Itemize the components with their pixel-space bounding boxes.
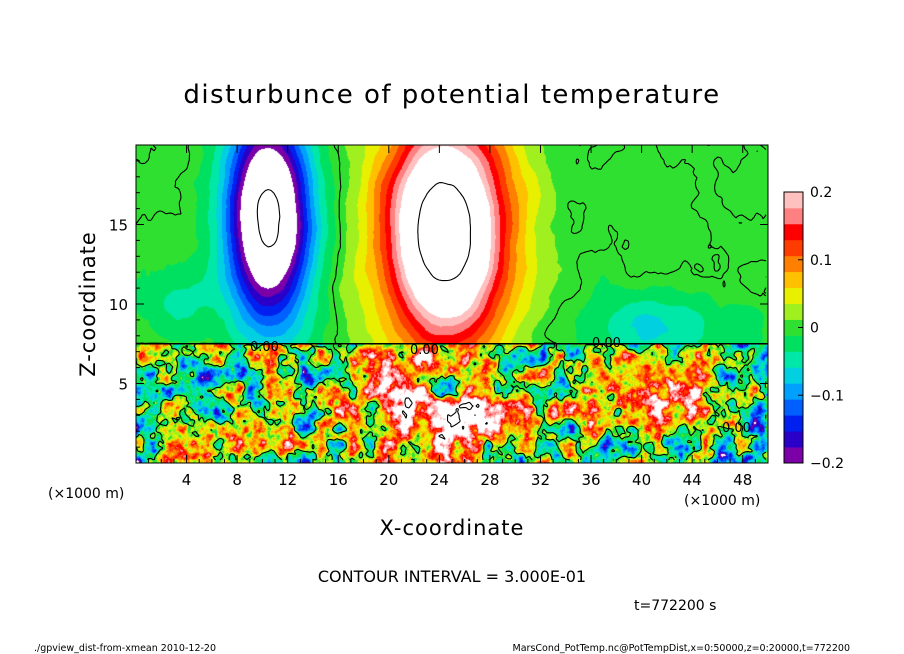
y-axis-label: Z-coordinate: [76, 231, 100, 377]
colorbar-swatch: [784, 271, 803, 289]
heatmap-field: [136, 145, 768, 463]
colorbar-swatch: [784, 447, 803, 464]
contour-labels: 0.00 0.00 0.00 0.00: [250, 336, 751, 436]
contour-label: 0.00: [592, 336, 621, 351]
x-tick-label: 16: [329, 471, 348, 489]
y-axis: 5 10 15: [109, 160, 768, 448]
x-axis-unit-left: (×1000 m): [48, 486, 124, 502]
footer-right: MarsCond_PotTemp.nc@PotTempDist,x=0:5000…: [513, 643, 850, 654]
x-tick-label: 44: [683, 471, 702, 489]
colorbar-tick-label: 0.1: [810, 253, 832, 269]
colorbar-swatch: [784, 431, 803, 448]
x-tick-label: 8: [232, 471, 242, 489]
colorbar-swatch: [784, 335, 803, 352]
colorbar-tick-label: −0.2: [810, 456, 844, 472]
colorbar-swatch: [784, 351, 803, 368]
colorbar-swatch: [784, 287, 803, 304]
colorbar-swatch: [784, 223, 803, 241]
colorbar: 0.2 0.1 0 −0.1 −0.2: [783, 185, 844, 472]
x-tick-label: 28: [480, 471, 499, 489]
colorbar-swatch: [784, 399, 803, 416]
x-axis-label: X-coordinate: [380, 516, 525, 540]
contour-lines: [136, 145, 768, 461]
colorbar-swatch: [784, 192, 803, 209]
x-tick-label: 36: [581, 471, 600, 489]
contour-line: [256, 188, 281, 248]
contour-label: 0.00: [722, 421, 751, 436]
colorbar-swatch: [784, 207, 803, 225]
x-axis: 4 8 12 16 20 24 28 32 36 40 44 48: [148, 145, 756, 489]
contour-line: [401, 182, 488, 440]
colorbar-swatch: [784, 303, 803, 320]
colorbar-swatch: [784, 383, 803, 400]
time-label: t=772200 s: [634, 598, 716, 614]
y-tick-label: 5: [118, 376, 128, 394]
colorbar-swatch: [784, 239, 803, 257]
plot-area: 0.00 0.00 0.00 0.00: [135, 144, 769, 464]
x-tick-label: 32: [531, 471, 550, 489]
y-tick-label: 10: [109, 296, 128, 314]
x-tick-label: 24: [430, 471, 449, 489]
colorbar-swatch: [784, 319, 803, 336]
x-axis-unit-right: (×1000 m): [684, 493, 760, 509]
contour-interval-note: CONTOUR INTERVAL = 3.000E-01: [318, 567, 586, 586]
colorbar-tick-label: −0.1: [810, 388, 844, 404]
colorbar-swatch: [784, 255, 803, 273]
colorbar-tick-label: 0: [810, 321, 819, 337]
x-tick-label: 20: [379, 471, 398, 489]
footer-left: ./gpview_dist-from-xmean 2010-12-20: [34, 643, 216, 654]
chart-title: disturbunce of potential temperature: [183, 80, 720, 110]
x-tick-label: 12: [278, 471, 297, 489]
colorbar-tick-label: 0.2: [810, 185, 832, 201]
y-tick-label: 15: [109, 217, 128, 235]
x-tick-label: 4: [182, 471, 192, 489]
x-tick-label: 40: [632, 471, 651, 489]
x-tick-label: 48: [733, 471, 752, 489]
colorbar-swatch: [784, 367, 803, 384]
colorbar-swatch: [784, 415, 803, 432]
contour-label: 0.00: [410, 343, 439, 358]
contour-label: 0.00: [250, 340, 279, 355]
